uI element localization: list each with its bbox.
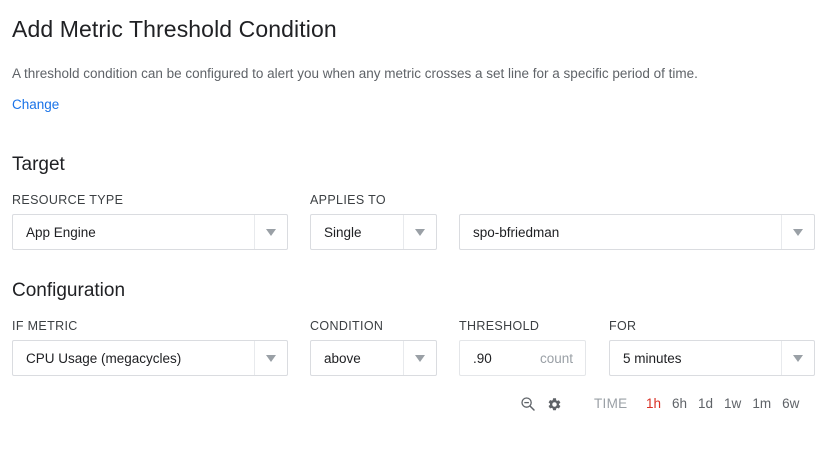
- gear-icon[interactable]: [541, 392, 567, 416]
- time-range-6h[interactable]: 6h: [671, 396, 688, 411]
- condition-label: CONDITION: [310, 319, 384, 333]
- condition-value: above: [324, 350, 361, 366]
- chevron-down-icon[interactable]: [781, 215, 814, 249]
- applies-to-scope-select[interactable]: Single: [310, 214, 437, 250]
- threshold-input[interactable]: .90 count: [459, 340, 586, 376]
- applies-to-instance-select[interactable]: spo-bfriedman: [459, 214, 815, 250]
- threshold-value: .90: [473, 350, 492, 366]
- target-section-heading: Target: [12, 154, 65, 175]
- for-value: 5 minutes: [623, 350, 682, 366]
- chevron-down-icon[interactable]: [781, 341, 814, 375]
- change-link[interactable]: Change: [12, 97, 60, 112]
- applies-to-label: APPLIES TO: [310, 193, 386, 207]
- resource-type-label: RESOURCE TYPE: [12, 193, 124, 207]
- time-range-1d[interactable]: 1d: [698, 396, 714, 411]
- time-range-1w[interactable]: 1w: [724, 396, 742, 411]
- time-range-1h[interactable]: 1h: [645, 396, 661, 411]
- for-select[interactable]: 5 minutes: [609, 340, 815, 376]
- threshold-label: THRESHOLD: [459, 319, 540, 333]
- time-label: TIME: [594, 396, 628, 411]
- if-metric-label: IF METRIC: [12, 319, 78, 333]
- threshold-unit: count: [539, 350, 573, 366]
- chevron-down-icon[interactable]: [254, 341, 287, 375]
- zoom-out-icon[interactable]: [515, 392, 541, 416]
- chevron-down-icon[interactable]: [403, 215, 436, 249]
- resource-type-select[interactable]: App Engine: [12, 214, 288, 250]
- time-range-6w[interactable]: 6w: [782, 396, 800, 411]
- if-metric-value: CPU Usage (megacycles): [26, 350, 182, 366]
- chevron-down-icon[interactable]: [403, 341, 436, 375]
- time-range-options: 1h 6h 1d 1w 1m 6w: [640, 392, 804, 416]
- time-range-1m[interactable]: 1m: [752, 396, 772, 411]
- configuration-section-heading: Configuration: [12, 280, 126, 301]
- resource-type-value: App Engine: [26, 224, 96, 240]
- applies-to-instance-value: spo-bfriedman: [473, 224, 560, 240]
- if-metric-select[interactable]: CPU Usage (megacycles): [12, 340, 288, 376]
- for-label: FOR: [609, 319, 637, 333]
- condition-select[interactable]: above: [310, 340, 437, 376]
- chevron-down-icon[interactable]: [254, 215, 287, 249]
- applies-to-scope-value: Single: [324, 224, 362, 240]
- chart-toolbar: TIME 1h 6h 1d 1w 1m 6w: [515, 392, 805, 416]
- page-title: Add Metric Threshold Condition: [12, 16, 337, 42]
- page-description: A threshold condition can be configured …: [12, 66, 698, 81]
